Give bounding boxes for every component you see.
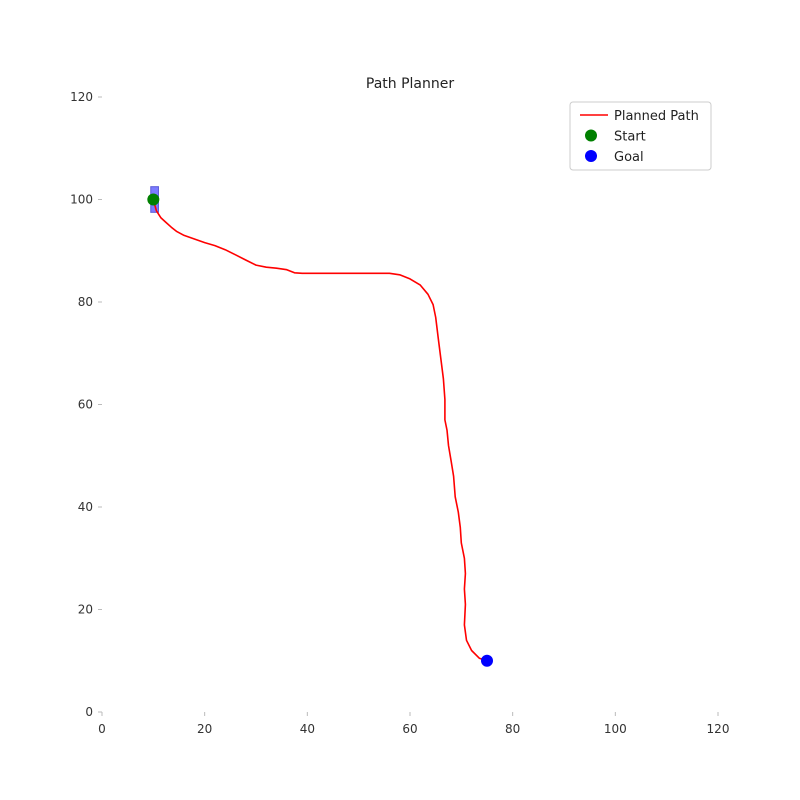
legend-marker-swatch bbox=[585, 129, 597, 142]
legend-marker-swatch bbox=[585, 150, 597, 162]
legend-label: Planned Path bbox=[614, 109, 699, 124]
y-tick-label: 20 bbox=[78, 603, 93, 617]
chart-title: Path Planner bbox=[366, 76, 454, 92]
axis-layer: 0 20 40 60 80 100 120 0 20 40 60 80 100 120 bbox=[70, 90, 729, 736]
x-tick-label: 40 bbox=[300, 722, 315, 736]
x-tick-label: 60 bbox=[402, 722, 417, 736]
y-tick-label: 120 bbox=[70, 90, 93, 104]
x-tick-label: 120 bbox=[707, 722, 730, 736]
planned-path-line bbox=[152, 198, 488, 662]
y-tick-label: 40 bbox=[78, 500, 93, 514]
legend-box bbox=[569, 101, 712, 171]
start-point bbox=[147, 193, 160, 206]
legend-label: Start bbox=[614, 130, 646, 145]
x-tick-label: 100 bbox=[604, 722, 627, 736]
goal-point bbox=[481, 654, 493, 667]
x-tick-label: 0 bbox=[98, 722, 106, 736]
series-layer bbox=[147, 193, 493, 667]
x-tick-label: 80 bbox=[505, 722, 520, 736]
x-tick-label: 20 bbox=[197, 722, 212, 736]
legend-label: Goal bbox=[614, 150, 644, 165]
y-tick-label: 60 bbox=[78, 398, 93, 412]
y-tick-label: 80 bbox=[78, 295, 93, 309]
y-tick-label: 0 bbox=[85, 705, 93, 719]
legend: Planned Path Start Goal bbox=[569, 101, 712, 171]
y-tick-label: 100 bbox=[70, 193, 93, 207]
